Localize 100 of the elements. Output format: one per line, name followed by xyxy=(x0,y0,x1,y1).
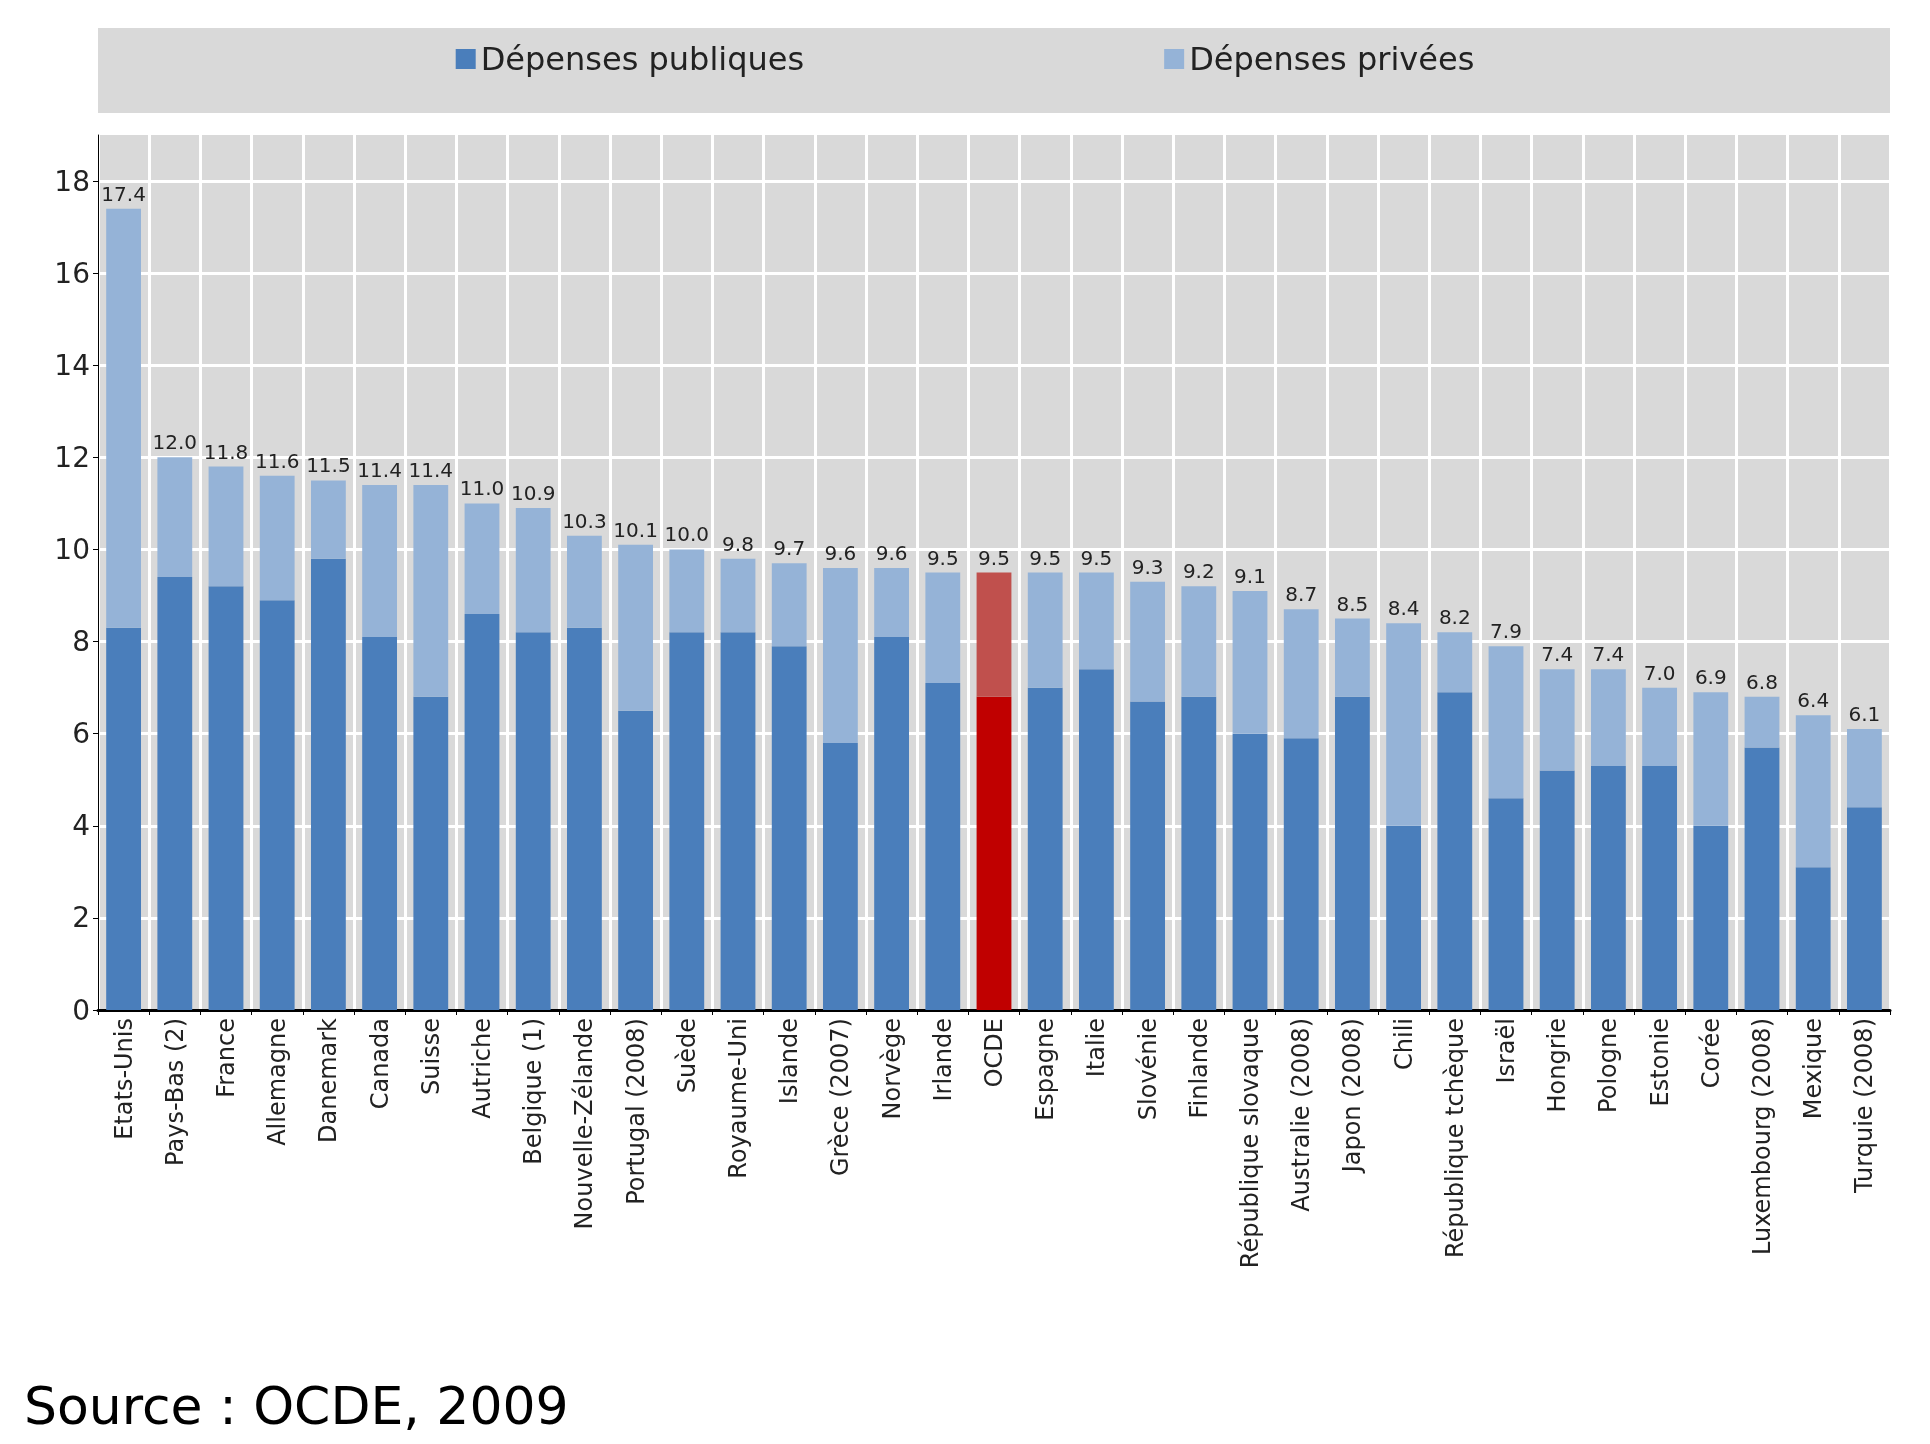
bar xyxy=(1334,696,1370,1010)
y-tick-label: 10 xyxy=(54,532,90,566)
bar xyxy=(1693,692,1729,826)
bar xyxy=(259,475,295,601)
bar xyxy=(1437,632,1473,693)
bar xyxy=(157,457,193,578)
total-label: 11.5 xyxy=(306,453,351,478)
y-tick-label: 2 xyxy=(72,901,90,935)
bar xyxy=(157,577,193,1010)
y-tick-label: 0 xyxy=(72,993,90,1027)
bar xyxy=(1027,687,1063,1010)
bar xyxy=(925,572,961,684)
x-tick-label: Grèce (2007) xyxy=(826,1018,855,1177)
total-label: 6.4 xyxy=(1797,688,1830,713)
bar xyxy=(1693,825,1729,1010)
x-tick-label: République tchèque xyxy=(1440,1018,1469,1259)
total-label: 9.6 xyxy=(875,540,908,565)
y-tick-label: 4 xyxy=(72,809,90,843)
total-label: 9.5 xyxy=(978,545,1010,570)
total-label: 8.4 xyxy=(1387,596,1420,621)
bar xyxy=(310,480,346,559)
y-tick-label: 8 xyxy=(72,625,90,659)
bar xyxy=(1386,623,1422,826)
source-note: Source : OCDE, 2009 xyxy=(24,1376,569,1436)
bar xyxy=(1795,715,1831,868)
bar xyxy=(1642,765,1678,1010)
bar xyxy=(669,549,705,633)
x-tick-label: Suisse xyxy=(416,1018,445,1095)
x-tick-label: Turquie (2008) xyxy=(1850,1018,1879,1194)
bar xyxy=(1488,646,1524,799)
total-label: 9.5 xyxy=(926,545,959,570)
total-label: 7.4 xyxy=(1592,642,1625,667)
bar xyxy=(1232,590,1268,734)
x-tick-label: Estonie xyxy=(1645,1018,1674,1107)
total-label: 11.4 xyxy=(357,458,402,482)
legend-label: Dépenses publiques xyxy=(480,40,805,78)
bar xyxy=(464,613,500,1010)
bar xyxy=(1642,687,1678,766)
bar xyxy=(208,586,244,1010)
bar xyxy=(362,485,398,637)
total-label: 9.1 xyxy=(1234,563,1266,588)
total-label: 6.8 xyxy=(1746,669,1778,694)
bar xyxy=(1078,572,1114,670)
bar xyxy=(1130,581,1166,702)
total-label: 10.3 xyxy=(562,508,607,533)
bar xyxy=(669,632,705,1010)
x-tick-label: Australie (2008) xyxy=(1287,1018,1316,1212)
total-label: 8.2 xyxy=(1438,605,1471,630)
bar xyxy=(720,558,756,633)
bar xyxy=(106,208,142,628)
bar xyxy=(1386,825,1422,1010)
bar xyxy=(976,572,1012,697)
bar xyxy=(259,600,295,1010)
total-label: 7.4 xyxy=(1541,642,1574,667)
x-tick-label: Japon (2008) xyxy=(1338,1018,1367,1175)
bar xyxy=(515,632,551,1010)
x-tick-label: République slovaque xyxy=(1236,1018,1264,1269)
total-label: 10.0 xyxy=(664,522,710,547)
x-tick-label: Danemark xyxy=(314,1017,343,1144)
total-label: 10.1 xyxy=(613,517,658,542)
x-tick-label: Corée xyxy=(1696,1018,1725,1089)
bar xyxy=(1027,572,1063,688)
legend-label: Dépenses privées xyxy=(1189,40,1475,78)
x-tick-label: Suède xyxy=(672,1018,701,1094)
bar xyxy=(1744,747,1780,1010)
y-tick-label: 18 xyxy=(54,164,90,198)
bar xyxy=(1539,770,1575,1010)
x-tick-label: Italie xyxy=(1082,1018,1111,1078)
x-tick-label: Belgique (1) xyxy=(519,1018,548,1165)
bar xyxy=(925,683,961,1010)
bar xyxy=(566,535,602,628)
bar xyxy=(720,632,756,1010)
bar xyxy=(1078,669,1114,1010)
x-tick-label: Finlande xyxy=(1184,1018,1213,1119)
total-label: 9.7 xyxy=(773,536,806,561)
bar xyxy=(1334,618,1370,697)
total-label: 9.8 xyxy=(722,531,754,556)
x-tick-label: Pologne xyxy=(1594,1018,1623,1113)
bar xyxy=(1283,609,1319,739)
x-tick-label: Chili xyxy=(1389,1018,1418,1070)
x-tick-label: Espagne xyxy=(1031,1018,1060,1121)
total-label: 11.0 xyxy=(459,476,505,501)
x-tick-label: Etats-Unis xyxy=(109,1018,138,1140)
x-tick-label: Portugal (2008) xyxy=(621,1018,650,1205)
bar xyxy=(1488,798,1524,1010)
bar xyxy=(1232,733,1268,1010)
y-tick-label: 6 xyxy=(72,717,90,751)
bar xyxy=(1846,729,1882,808)
x-tick-label: Irlande xyxy=(928,1018,957,1102)
x-tick-label: Autriche xyxy=(468,1018,496,1119)
bar xyxy=(1846,807,1882,1010)
total-label: 8.7 xyxy=(1285,582,1318,607)
y-tick-label: 16 xyxy=(54,256,90,290)
bar xyxy=(874,567,910,637)
bar xyxy=(208,466,244,587)
total-label: 6.9 xyxy=(1694,665,1727,690)
bar xyxy=(362,636,398,1010)
bar xyxy=(1795,867,1831,1010)
total-label: 7.9 xyxy=(1490,619,1522,644)
bar xyxy=(976,696,1012,1010)
